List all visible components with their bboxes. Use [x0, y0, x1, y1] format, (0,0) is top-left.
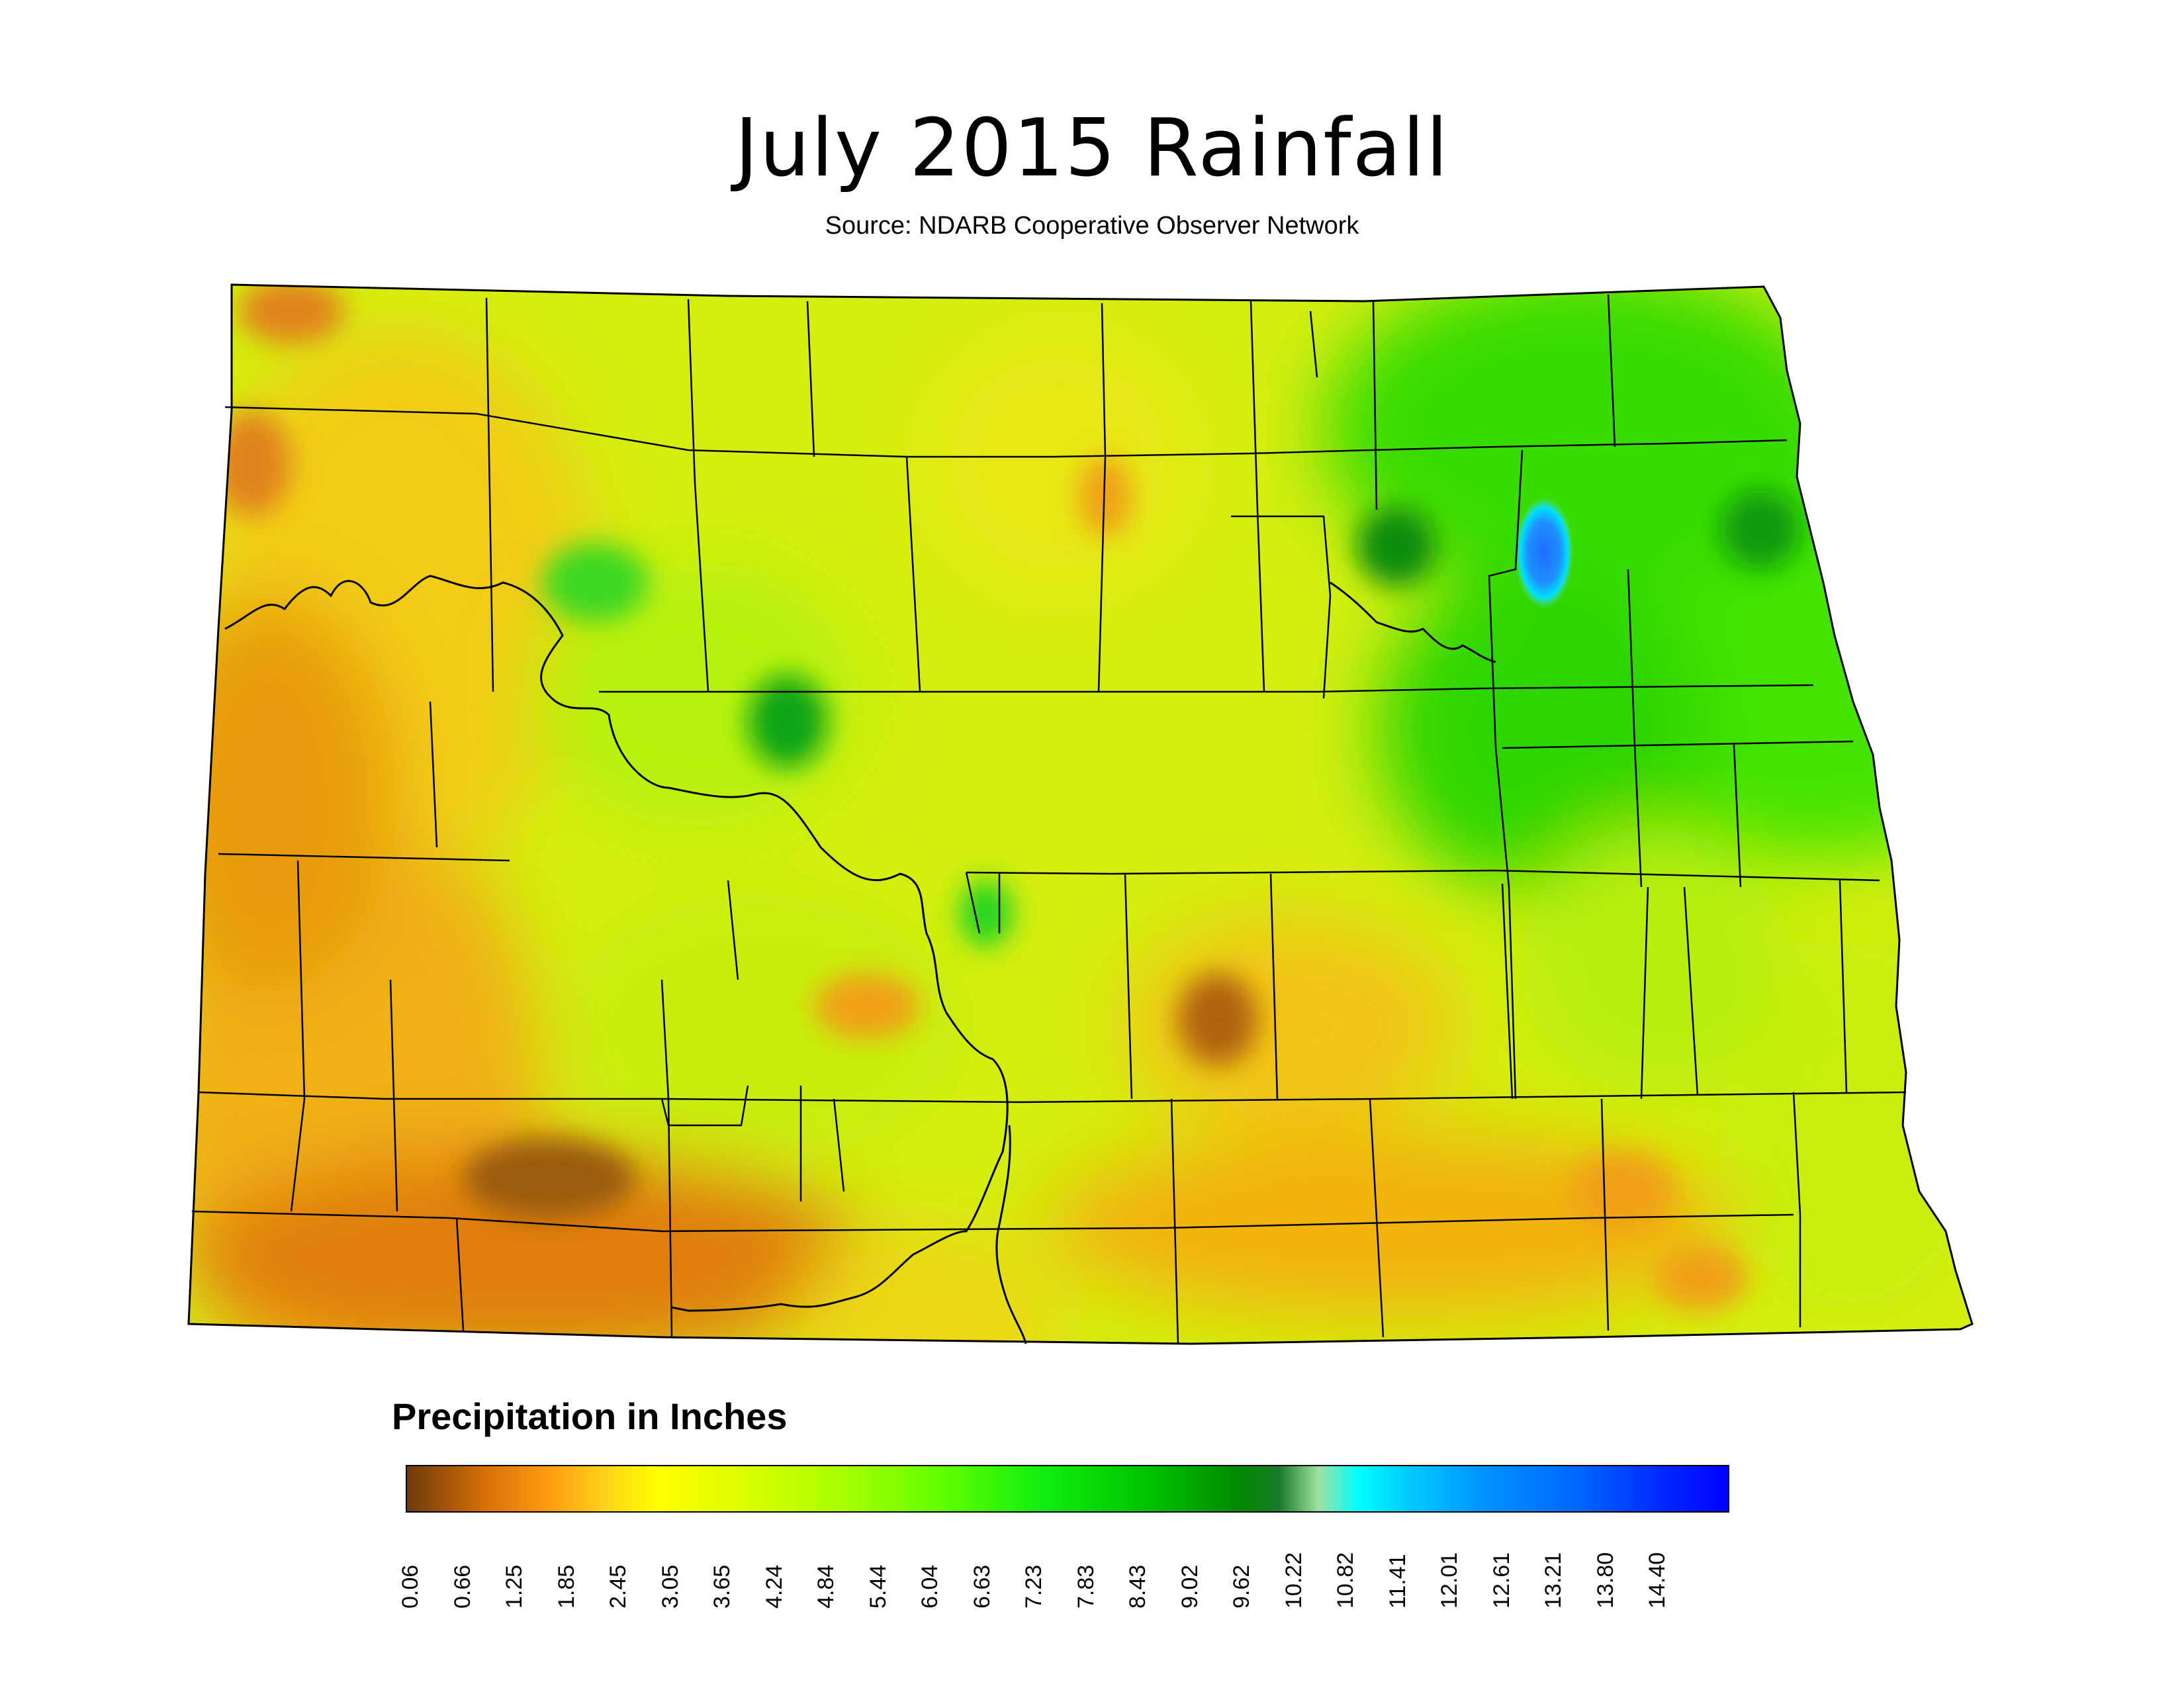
legend-tick-label: 4.84: [813, 1564, 839, 1609]
legend-tick-label: 11.41: [1385, 1554, 1410, 1609]
legend-tick-label: 10.22: [1281, 1552, 1306, 1609]
county-boundary-lines: [191, 294, 1907, 1344]
legend-tick-label: 6.04: [917, 1564, 942, 1609]
legend-tick-label: 9.02: [1177, 1564, 1203, 1609]
legend-tick-label: 13.80: [1592, 1552, 1618, 1609]
precipitation-color-scale: [406, 1465, 1729, 1513]
legend-tick-label: 2.45: [606, 1564, 631, 1609]
page-title: July 2015 Rainfall: [735, 103, 1449, 195]
missouri-river: [224, 575, 1496, 1344]
legend-tick-label: 13.21: [1541, 1552, 1566, 1609]
legend-tick-label: 1.85: [553, 1564, 579, 1609]
legend-tick-label: 12.61: [1488, 1552, 1514, 1609]
legend-tick-label: 4.24: [761, 1564, 787, 1609]
legend-tick-label: 3.05: [657, 1564, 683, 1609]
legend-tick-label: 9.62: [1229, 1564, 1254, 1609]
map-source-subtitle: Source: NDARB Cooperative Observer Netwo…: [825, 212, 1359, 240]
legend-tick-label: 12.01: [1437, 1552, 1462, 1609]
legend-tick-label: 0.06: [398, 1564, 423, 1609]
precipitation-fill: [189, 285, 1972, 1344]
legend-tick-label: 0.66: [449, 1564, 475, 1609]
legend-tick-label: 7.83: [1073, 1564, 1099, 1609]
legend-tick-label: 7.23: [1021, 1564, 1046, 1609]
legend-tick-label: 8.43: [1125, 1564, 1150, 1609]
legend-tick-label: 5.44: [865, 1564, 891, 1609]
legend-tick-label: 10.82: [1333, 1552, 1358, 1609]
legend-tick-label: 1.25: [502, 1564, 527, 1609]
legend-title: Precipitation in Inches: [392, 1395, 788, 1437]
legend-tick-label: 14.40: [1645, 1552, 1670, 1609]
legend-tick-label: 6.63: [969, 1564, 995, 1609]
legend-tick-label: 3.65: [709, 1564, 735, 1609]
state-outline: [187, 283, 1974, 1345]
